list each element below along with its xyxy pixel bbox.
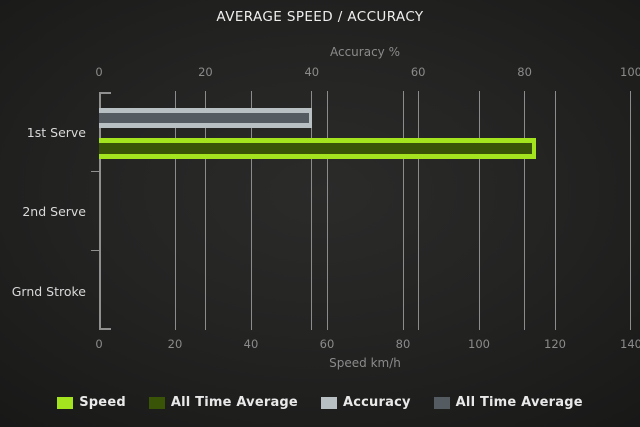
legend-label-all-time-average: All Time Average — [170, 395, 298, 410]
axis-bottom-cap — [99, 328, 111, 330]
bottom-tick-label: 40 — [243, 337, 259, 351]
legend-label-accuracy: Accuracy — [342, 395, 411, 410]
gridline-top-80 — [524, 91, 526, 330]
gridline-top-20 — [204, 91, 206, 330]
bottom-tick-label: 0 — [95, 337, 103, 351]
category-label-grnd-stroke: Grnd Stroke — [11, 283, 86, 299]
legend-label-speed: Speed — [79, 395, 126, 410]
legend-item-speed[interactable]: Speed — [57, 395, 126, 410]
bottom-tick-label: 140 — [620, 337, 640, 351]
top-tick-label: 40 — [304, 65, 320, 79]
top-axis-label: Accuracy % — [329, 45, 400, 59]
legend-swatch-accuracy — [320, 396, 337, 409]
legend-item-all-time-average[interactable]: All Time Average — [148, 395, 298, 410]
bottom-tick-label: 100 — [468, 337, 490, 351]
legend-swatch-all-time-average — [433, 396, 450, 409]
legend: Speed All Time Average Accuracy All Time Av… — [0, 395, 640, 410]
bar-speed-1st-serve[interactable] — [99, 138, 536, 159]
legend-label-all-time-average: All Time Average — [455, 395, 583, 410]
gridline-top-60 — [417, 91, 419, 330]
top-tick-label: 100 — [620, 65, 640, 79]
top-tick-label: 0 — [95, 65, 103, 79]
legend-item-accuracy[interactable]: Accuracy — [320, 395, 411, 410]
chart-title: AVERAGE SPEED / ACCURACY — [216, 9, 424, 25]
bar-all-time-average-1st-serve[interactable] — [99, 113, 310, 123]
axis-top-cap — [99, 92, 111, 94]
gridline-bottom-100 — [478, 91, 480, 330]
category-divider-tick — [91, 170, 99, 172]
gridline-bottom-80 — [402, 91, 404, 330]
gridline-bottom-60 — [326, 91, 328, 330]
gridline-top-40 — [311, 91, 313, 330]
plot-area — [91, 91, 631, 330]
top-tick-label: 80 — [517, 65, 532, 79]
gridline-bottom-40 — [250, 91, 252, 330]
top-tick-label: 20 — [198, 65, 213, 79]
bottom-tick-label: 120 — [544, 337, 566, 351]
legend-item-all-time-average[interactable]: All Time Average — [433, 395, 583, 410]
legend-swatch-speed — [57, 396, 74, 409]
category-label-1st-serve: 1st Serve — [26, 125, 86, 140]
bottom-axis-label: Speed km/h — [329, 356, 401, 370]
category-divider-tick — [91, 250, 99, 252]
bottom-tick-label: 60 — [319, 337, 335, 351]
y-axis-line — [99, 92, 101, 330]
gridline-bottom-140 — [629, 91, 631, 330]
bar-all-time-average-1st-serve[interactable] — [99, 143, 533, 154]
bottom-tick-label: 80 — [395, 337, 411, 351]
top-tick-label: 60 — [410, 65, 426, 79]
gridline-bottom-20 — [174, 91, 176, 330]
bar-accuracy-1st-serve[interactable] — [99, 108, 312, 128]
gridline-bottom-120 — [554, 91, 556, 330]
legend-swatch-all-time-average — [148, 396, 165, 409]
bottom-tick-label: 20 — [167, 337, 183, 351]
category-label-2nd-serve: 2nd Serve — [22, 204, 86, 220]
